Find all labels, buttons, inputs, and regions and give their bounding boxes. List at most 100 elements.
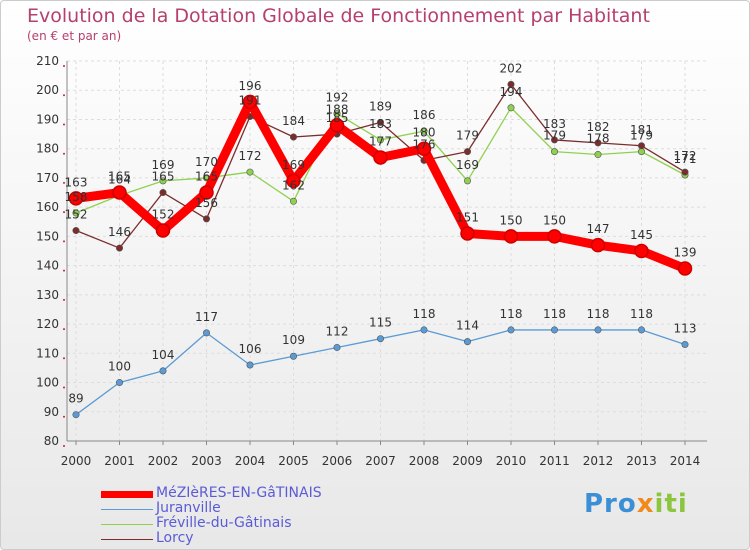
point-mezieres-2013 xyxy=(634,243,649,259)
data-label-lorcy-2010: 202 xyxy=(500,61,523,75)
data-label-freville-2011: 179 xyxy=(543,129,566,143)
series-line-juranville xyxy=(75,329,686,416)
data-label-mezieres-2001: 165 xyxy=(108,170,131,184)
data-label-mezieres-2014: 139 xyxy=(674,246,697,260)
data-label-mezieres-2012: 147 xyxy=(587,222,610,236)
legend-label-juranville: Juranville xyxy=(156,500,221,516)
y-tick-label-170: 170 xyxy=(36,171,59,185)
point-mezieres-2011 xyxy=(547,229,562,244)
x-tick-label-2010: 2010 xyxy=(496,454,527,468)
y-minor-tick-80 xyxy=(63,445,65,447)
data-label-mezieres-2007: 177 xyxy=(369,134,392,148)
point-lorcy-2014 xyxy=(681,168,689,176)
data-label-juranville-2001: 100 xyxy=(108,360,131,374)
data-label-freville-2012: 178 xyxy=(587,132,610,146)
data-label-lorcy-2009: 179 xyxy=(456,129,479,143)
point-lorcy-2007 xyxy=(376,118,384,126)
point-lorcy-2000 xyxy=(72,227,80,235)
chart-subtitle: (en € et par an) xyxy=(27,29,122,43)
x-tick-label-2012: 2012 xyxy=(583,454,614,468)
data-label-mezieres-2000: 163 xyxy=(65,175,88,189)
y-minor-tick-110 xyxy=(63,357,65,360)
data-label-mezieres-2009: 151 xyxy=(456,210,479,224)
point-mezieres-2003 xyxy=(199,185,214,200)
y-minor-tick-180 xyxy=(63,152,65,155)
point-lorcy-2005 xyxy=(289,133,297,141)
legend-swatch-mezieres xyxy=(101,491,153,498)
data-label-freville-2002: 169 xyxy=(152,158,175,172)
data-label-mezieres-2013: 145 xyxy=(630,228,653,242)
data-label-mezieres-2004: 196 xyxy=(239,79,262,93)
y-tick-label-80: 80 xyxy=(44,434,59,448)
data-label-freville-2003: 170 xyxy=(195,155,218,169)
legend-swatch-lorcy xyxy=(101,539,153,540)
point-mezieres-2001 xyxy=(112,185,127,200)
data-label-freville-2005: 162 xyxy=(282,178,305,192)
y-tick-label-210: 210 xyxy=(36,54,59,68)
data-label-juranville-2006: 112 xyxy=(326,324,349,338)
point-juranville-2010 xyxy=(507,326,515,334)
data-label-juranville-2005: 109 xyxy=(282,333,305,347)
point-lorcy-2012 xyxy=(594,139,602,147)
legend-swatch-juranville xyxy=(101,509,153,510)
point-juranville-2012 xyxy=(594,326,602,334)
data-label-mezieres-2010: 150 xyxy=(500,213,523,227)
point-freville-2013 xyxy=(637,148,645,156)
y-tick-label-180: 180 xyxy=(36,142,59,156)
y-tick-label-140: 140 xyxy=(36,259,59,273)
x-tick-label-2009: 2009 xyxy=(452,454,483,468)
x-tick-label-2005: 2005 xyxy=(278,454,309,468)
point-juranville-2014 xyxy=(681,341,689,349)
point-freville-2010 xyxy=(507,104,515,112)
chart-title: Evolution de la Dotation Globale de Fonc… xyxy=(27,5,650,27)
y-minor-tick-190 xyxy=(63,123,65,126)
point-mezieres-2010 xyxy=(503,229,519,244)
point-freville-2005 xyxy=(289,197,297,205)
logo-part-pro: Pro xyxy=(584,489,637,519)
logo-part-iti: iti xyxy=(654,489,688,519)
x-tick-label-2008: 2008 xyxy=(409,454,440,468)
y-minor-tick-150 xyxy=(63,240,65,243)
x-tick-label-2013: 2013 xyxy=(626,454,657,468)
point-juranville-2001 xyxy=(116,379,124,387)
data-label-freville-2006: 192 xyxy=(326,91,349,105)
data-label-lorcy-2003: 156 xyxy=(195,196,218,210)
proxiti-logo: Proxiti xyxy=(584,489,688,519)
x-tick-label-2002: 2002 xyxy=(148,454,179,468)
data-label-lorcy-2014: 172 xyxy=(674,149,697,163)
y-minor-tick-210 xyxy=(63,65,65,67)
data-label-juranville-2008: 118 xyxy=(413,307,436,321)
data-label-juranville-2004: 106 xyxy=(239,342,262,356)
data-label-freville-2000: 158 xyxy=(65,190,88,204)
point-lorcy-2013 xyxy=(637,142,645,150)
data-label-juranville-2000: 89 xyxy=(68,392,83,406)
data-label-freville-2010: 194 xyxy=(500,85,523,99)
point-lorcy-2009 xyxy=(463,148,471,156)
data-label-juranville-2003: 117 xyxy=(195,310,218,324)
y-tick-label-150: 150 xyxy=(36,229,59,243)
legend-swatch-freville xyxy=(101,524,153,525)
data-label-lorcy-2001: 146 xyxy=(108,225,131,239)
y-tick-label-100: 100 xyxy=(36,376,59,390)
data-label-lorcy-2002: 165 xyxy=(152,170,175,184)
point-mezieres-2006 xyxy=(329,118,345,133)
y-tick-label-160: 160 xyxy=(36,200,59,214)
data-label-lorcy-2005: 184 xyxy=(282,114,305,128)
y-tick-label-190: 190 xyxy=(36,112,59,126)
point-juranville-2013 xyxy=(637,326,645,334)
data-label-lorcy-2006: 185 xyxy=(326,111,349,125)
y-tick-label-120: 120 xyxy=(36,317,59,331)
point-mezieres-2009 xyxy=(460,226,475,241)
point-juranville-2000 xyxy=(72,411,80,419)
point-mezieres-2000 xyxy=(68,191,84,206)
y-minor-tick-130 xyxy=(63,298,65,301)
point-lorcy-2001 xyxy=(116,244,124,252)
point-juranville-2003 xyxy=(203,329,211,337)
point-mezieres-2008 xyxy=(416,141,432,156)
data-label-mezieres-2006: 188 xyxy=(326,102,349,116)
legend-label-lorcy: Lorcy xyxy=(156,530,194,546)
data-label-juranville-2007: 115 xyxy=(369,316,392,330)
point-mezieres-2005 xyxy=(286,173,301,189)
